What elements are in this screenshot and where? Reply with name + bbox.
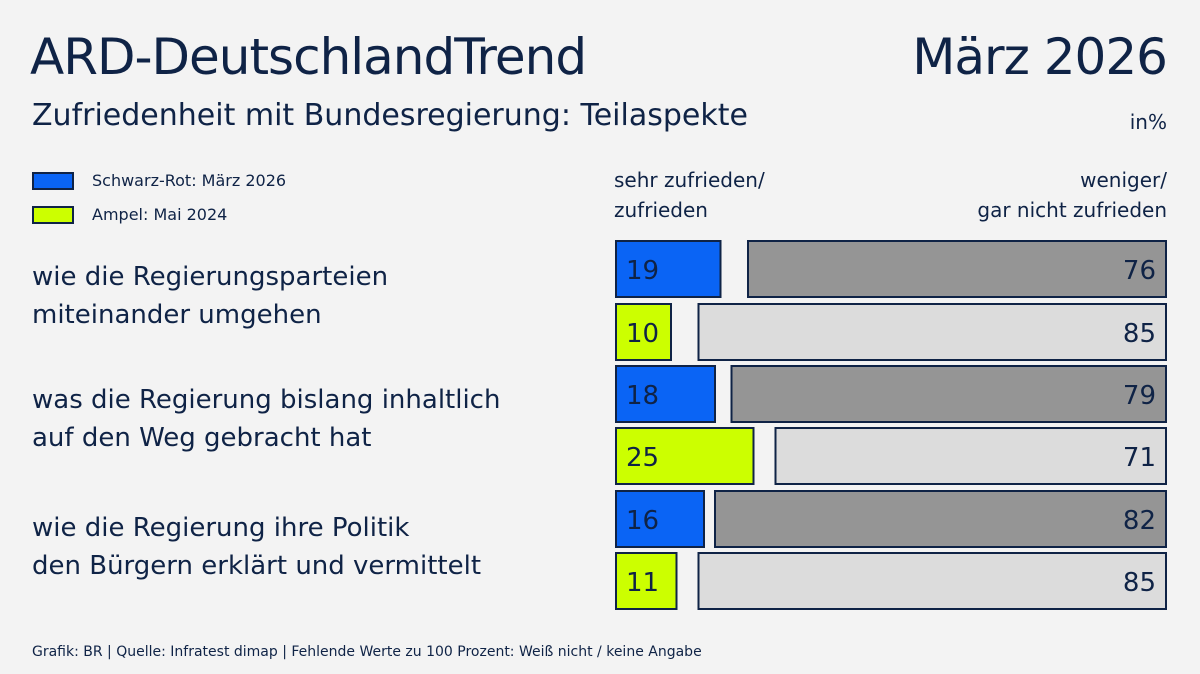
legend-item-schwarz-rot: Schwarz-Rot: März 2026 xyxy=(32,171,286,190)
category-line: miteinander umgehen xyxy=(32,300,322,330)
bar-nicht-zufrieden xyxy=(747,240,1167,298)
data-label-zufrieden: 19 xyxy=(626,256,659,286)
legend-label: Ampel: Mai 2024 xyxy=(92,205,228,224)
legend-label: Schwarz-Rot: März 2026 xyxy=(92,171,287,190)
header-line: sehr zufrieden/ xyxy=(614,168,765,192)
data-label-nicht-zufrieden: 85 xyxy=(1123,568,1156,598)
bar-zufrieden xyxy=(615,552,678,610)
data-label-nicht-zufrieden: 71 xyxy=(1123,443,1156,473)
legend-swatch-yellow xyxy=(32,205,74,224)
bar-nicht-zufrieden xyxy=(697,303,1167,361)
category-line: wie die Regierung ihre Politik xyxy=(32,513,410,543)
legend-swatch-blue xyxy=(32,171,74,190)
category-line: was die Regierung bislang inhaltlich xyxy=(32,385,501,415)
bar-nicht-zufrieden xyxy=(697,552,1167,610)
bar-nicht-zufrieden xyxy=(714,490,1167,548)
column-header-zufrieden: sehr zufrieden/ zufrieden xyxy=(614,165,765,225)
bar-zufrieden xyxy=(615,427,755,485)
bar-zufrieden xyxy=(615,365,716,423)
header-line: weniger/ xyxy=(1080,168,1167,192)
data-label-zufrieden: 10 xyxy=(626,319,659,349)
chart-subtitle: Zufriedenheit mit Bundesregierung: Teila… xyxy=(32,98,748,133)
header-line: gar nicht zufrieden xyxy=(977,198,1167,222)
data-label-zufrieden: 11 xyxy=(626,568,659,598)
legend-item-ampel: Ampel: Mai 2024 xyxy=(32,205,227,224)
category-label: was die Regierung bislang inhaltlich auf… xyxy=(32,381,592,457)
data-label-zufrieden: 16 xyxy=(626,506,659,536)
data-label-zufrieden: 25 xyxy=(626,443,659,473)
data-label-nicht-zufrieden: 85 xyxy=(1123,319,1156,349)
bar-nicht-zufrieden xyxy=(774,427,1167,485)
unit-label: in% xyxy=(1129,110,1167,134)
bar-nicht-zufrieden xyxy=(730,365,1167,423)
bar-zufrieden xyxy=(615,303,672,361)
header-line: zufrieden xyxy=(614,198,708,222)
category-line: auf den Weg gebracht hat xyxy=(32,423,372,453)
category-line: wie die Regierungsparteien xyxy=(32,262,389,292)
category-label: wie die Regierungsparteien miteinander u… xyxy=(32,258,592,334)
data-label-nicht-zufrieden: 76 xyxy=(1123,256,1156,286)
chart-date: März 2026 xyxy=(912,28,1168,86)
data-label-zufrieden: 18 xyxy=(626,381,659,411)
category-line: den Bürgern erklärt und vermittelt xyxy=(32,551,482,581)
bar-zufrieden xyxy=(615,240,722,298)
bar-zufrieden xyxy=(615,490,705,548)
chart-title: ARD-DeutschlandTrend xyxy=(30,28,587,86)
column-header-nicht-zufrieden: weniger/ gar nicht zufrieden xyxy=(977,165,1167,225)
footer-source: Grafik: BR | Quelle: Infratest dimap | F… xyxy=(32,644,702,660)
data-label-nicht-zufrieden: 79 xyxy=(1123,381,1156,411)
data-label-nicht-zufrieden: 82 xyxy=(1123,506,1156,536)
category-label: wie die Regierung ihre Politik den Bürge… xyxy=(32,509,592,585)
